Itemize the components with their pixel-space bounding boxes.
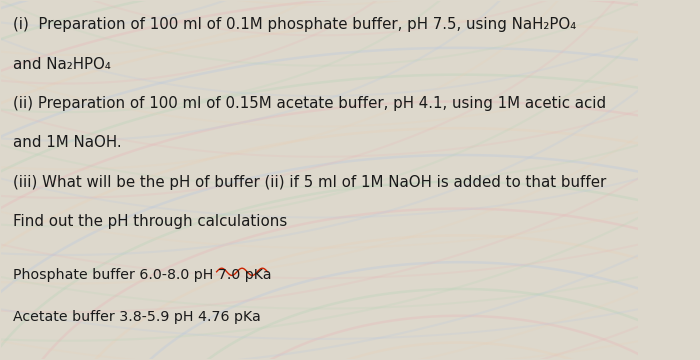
Text: and 1M NaOH.: and 1M NaOH. bbox=[13, 135, 122, 150]
Text: (iii) What will be the pH of buffer (ii) if 5 ml of 1M NaOH is added to that buf: (iii) What will be the pH of buffer (ii)… bbox=[13, 175, 606, 190]
Text: Acetate buffer 3.8-5.9 pH 4.76 pKa: Acetate buffer 3.8-5.9 pH 4.76 pKa bbox=[13, 310, 260, 324]
Text: (i)  Preparation of 100 ml of 0.1M phosphate buffer, pH 7.5, using NaH₂PO₄: (i) Preparation of 100 ml of 0.1M phosph… bbox=[13, 18, 576, 32]
Text: Find out the pH through calculations: Find out the pH through calculations bbox=[13, 214, 287, 229]
Text: (ii) Preparation of 100 ml of 0.15M acetate buffer, pH 4.1, using 1M acetic acid: (ii) Preparation of 100 ml of 0.15M acet… bbox=[13, 96, 606, 111]
Text: Phosphate buffer 6.0-8.0 pH 7.0 pKa: Phosphate buffer 6.0-8.0 pH 7.0 pKa bbox=[13, 267, 272, 282]
Text: and Na₂HPO₄: and Na₂HPO₄ bbox=[13, 57, 111, 72]
